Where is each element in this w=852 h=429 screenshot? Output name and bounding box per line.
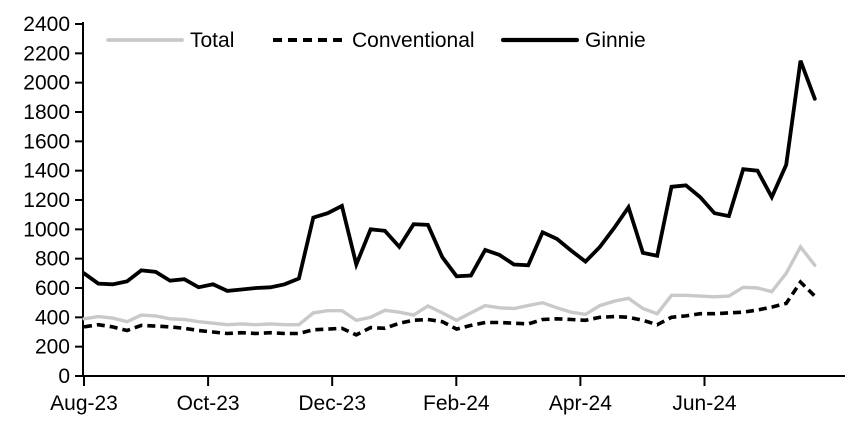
y-tick-label: 2200 xyxy=(23,42,70,65)
x-tick-label: Apr-24 xyxy=(549,392,612,415)
y-tick-label: 1000 xyxy=(23,218,70,241)
y-tick-label: 0 xyxy=(58,365,70,388)
y-tick-label: 200 xyxy=(35,336,70,359)
y-tick-label: 1800 xyxy=(23,101,70,124)
legend-label-conventional: Conventional xyxy=(352,29,475,52)
x-tick-label: Jun-24 xyxy=(672,392,737,415)
legend-label-total: Total xyxy=(190,29,234,52)
series-line-ginnie xyxy=(82,60,817,293)
x-tick-label: Oct-23 xyxy=(177,392,240,415)
series-line-conventional xyxy=(83,279,817,337)
legend-label-ginnie: Ginnie xyxy=(585,29,646,52)
y-tick-label: 600 xyxy=(35,277,70,300)
y-tick-label: 800 xyxy=(35,248,70,271)
y-tick-label: 1600 xyxy=(23,130,70,153)
x-tick-label: Feb-24 xyxy=(423,392,490,415)
x-tick-label: Aug-23 xyxy=(50,392,118,415)
y-tick-label: 2000 xyxy=(23,72,70,95)
x-tick-label: Dec-23 xyxy=(298,392,366,415)
y-tick-label: 1400 xyxy=(23,160,70,183)
series-line-total xyxy=(82,243,817,327)
y-tick-label: 400 xyxy=(35,306,70,329)
y-tick-label: 1200 xyxy=(23,189,70,212)
y-tick-label: 2400 xyxy=(23,13,70,36)
